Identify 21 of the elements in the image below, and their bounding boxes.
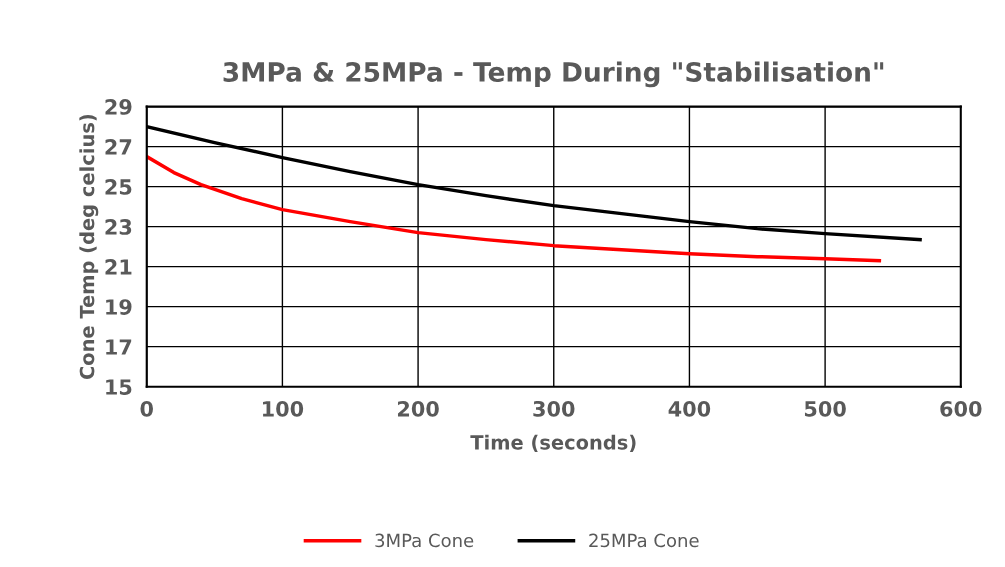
y-tick-label: 19 (106, 299, 132, 315)
chart-title: 3MPa & 25MPa - Temp During "Stabilisation" (223, 61, 884, 88)
y-tick-label: 15 (106, 379, 132, 395)
y-tick-label: 25 (105, 179, 132, 195)
y-axis-title: Cone Temp (deg celcius) (79, 114, 99, 380)
x-tick-label: 400 (668, 400, 711, 417)
y-tick-label: 27 (105, 139, 132, 155)
y-tick-label: 23 (105, 219, 132, 235)
x-tick-label: 500 (804, 400, 846, 417)
x-tick-label: 200 (397, 400, 439, 417)
x-tick-label: 600 (940, 400, 982, 417)
line-series (146, 154, 882, 263)
y-tick-label: 29 (105, 99, 132, 115)
legend-label: 25MPa Cone (589, 533, 699, 548)
x-tick-label: 0 (140, 400, 153, 417)
y-tick-label: 21 (105, 259, 132, 275)
x-axis-title: Time (seconds) (470, 434, 636, 452)
x-tick-label: 300 (533, 400, 575, 417)
x-tick-label: 100 (263, 400, 304, 417)
y-tick-label: 17 (106, 339, 132, 355)
legend-label: 3MPa Cone (375, 533, 474, 548)
